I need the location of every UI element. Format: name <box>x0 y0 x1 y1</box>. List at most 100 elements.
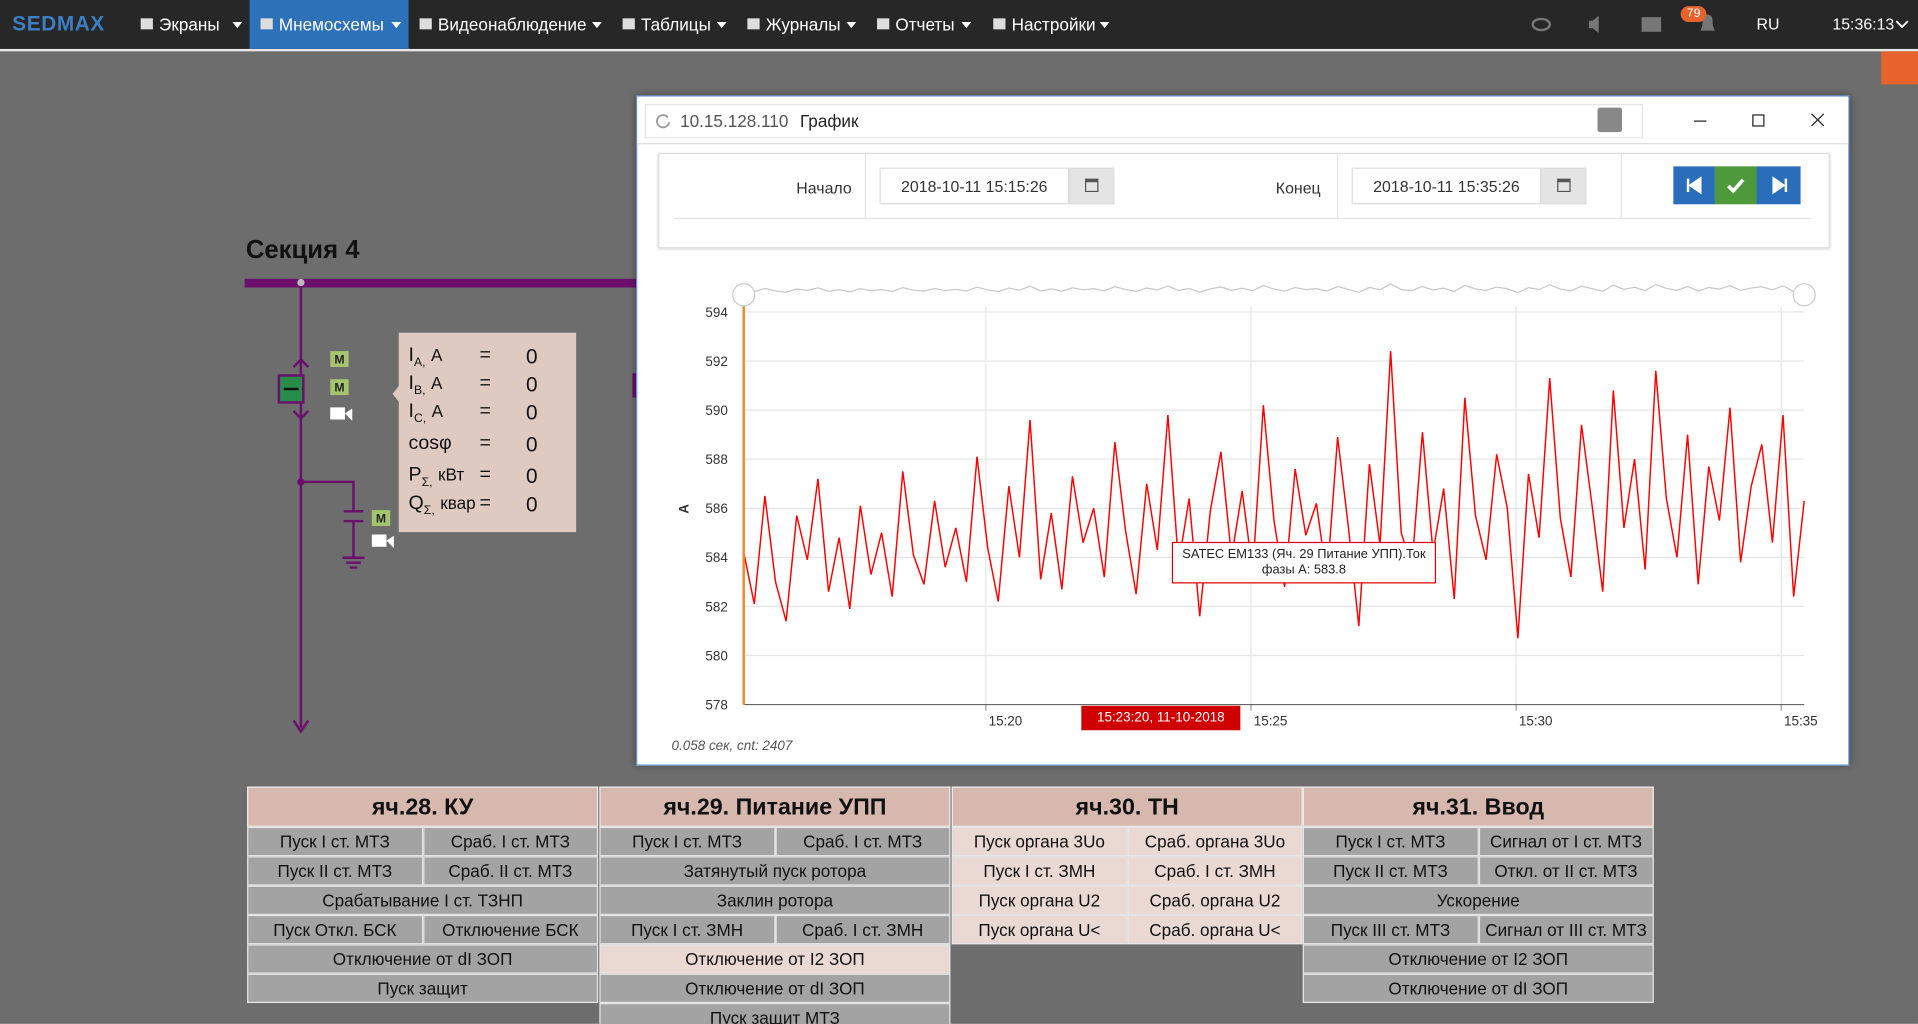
signal-cell: Пуск II ст. МТЗ <box>1303 856 1479 885</box>
signal-cell: Пуск I ст. ЗМН <box>599 915 775 944</box>
signal-cell: Сраб. органа U< <box>1127 915 1303 944</box>
table-row: Отключение от I2 ЗОП <box>599 944 950 973</box>
reading-subscript: C, <box>414 412 426 425</box>
table-row: Заклин ротора <box>599 886 950 915</box>
column-header: яч.29. Питание УПП <box>599 787 950 827</box>
reload-icon[interactable] <box>654 113 671 130</box>
reading-subscript: Σ, <box>422 476 433 489</box>
navigator-line <box>744 284 1805 293</box>
series-line <box>744 351 1805 638</box>
expand-button[interactable] <box>1881 51 1918 84</box>
menu-item[interactable]: Видеонаблюдение <box>409 0 610 49</box>
chart-window: 10.15.128.110 График Начало 2018-10-11 1… <box>636 95 1849 765</box>
reading-unit: квар <box>440 493 475 513</box>
column-header: яч.31. Ввод <box>1303 787 1654 827</box>
reading-eq: = <box>479 401 490 423</box>
language[interactable]: RU <box>1757 15 1780 33</box>
table-row: Пуск защит <box>247 974 598 1003</box>
menu-item[interactable]: Отчеты <box>866 0 979 49</box>
camera-icon[interactable] <box>372 535 394 548</box>
table-row: Пуск I ст. ЗМНСраб. I ст. ЗМН <box>599 915 950 944</box>
signal-cell: Пуск защит <box>247 974 598 1003</box>
y-tick-label: 582 <box>705 599 727 614</box>
signal-cell: Пуск I ст. ЗМН <box>952 856 1128 885</box>
signal-cell: Ускорение <box>1303 886 1654 915</box>
eye-icon[interactable] <box>1533 19 1550 30</box>
table-row: Отключение от dI ЗОП <box>247 944 598 973</box>
table-row: Срабатывание I ст. ТЗНП <box>247 886 598 915</box>
menu-item[interactable]: Экраны <box>130 0 250 49</box>
section-title: Секция 4 <box>246 236 360 264</box>
table-column: яч.29. Питание УПППуск I ст. МТЗСраб. I … <box>599 787 950 1024</box>
table-row: Отключение от I2 ЗОП <box>1303 944 1654 973</box>
readings-panel: IA, A=0IB, A=0IC, A=0cosφ=0PΣ, кВт=0QΣ, … <box>399 333 576 532</box>
camera-icon[interactable] <box>330 407 352 420</box>
address-bar: 10.15.128.110 График <box>645 104 1643 138</box>
reading: cosφ=0 <box>409 433 568 460</box>
table-row: Отключение от dI ЗОП <box>599 974 950 1003</box>
navigator-handle[interactable] <box>1793 284 1815 306</box>
reading: IA, A=0 <box>409 345 568 372</box>
signal-cell: Пуск III ст. МТЗ <box>1303 915 1479 944</box>
menu-item[interactable]: Настройки <box>982 0 1117 49</box>
table-row: Пуск защит МТЗ <box>599 1003 950 1024</box>
table-row: Пуск II ст. МТЗСраб. II ст. МТЗ <box>247 856 598 885</box>
signal-cell: Пуск органа U< <box>952 915 1128 944</box>
y-tick-label: 586 <box>705 501 727 516</box>
reading-label: cosφ <box>409 433 452 455</box>
reading-label: IA, A <box>409 345 443 370</box>
signal-cell: Сраб. I ст. ЗМН <box>775 915 951 944</box>
column-header: яч.28. КУ <box>247 787 598 827</box>
table-row: Пуск органа U<Сраб. органа U< <box>952 915 1303 944</box>
signal-cell: Затянутый пуск ротора <box>599 856 950 885</box>
signal-cell: Пуск органа U2 <box>952 886 1128 915</box>
reading-eq: = <box>479 345 490 367</box>
sound-icon[interactable] <box>1589 16 1599 33</box>
column-header: яч.30. ТН <box>952 787 1303 827</box>
notification-badge[interactable]: 79 <box>1681 6 1707 22</box>
table-row: Ускорение <box>1303 886 1654 915</box>
reading-eq: = <box>479 493 490 515</box>
y-tick-label: 592 <box>705 354 727 369</box>
reading-eq: = <box>479 433 490 455</box>
table-row: Пуск II ст. МТЗОткл. от II ст. МТЗ <box>1303 856 1654 885</box>
caret[interactable] <box>1896 21 1908 28</box>
menu-item[interactable]: Таблицы <box>612 0 734 49</box>
y-tick-label: 580 <box>705 648 727 663</box>
close[interactable] <box>1812 114 1824 126</box>
signal-cell: Сраб. органа U2 <box>1127 886 1303 915</box>
y-tick-label: 584 <box>705 550 728 565</box>
maximize[interactable] <box>1753 115 1764 126</box>
reading-eq: = <box>479 373 490 395</box>
x-tick-label: 15:35 <box>1784 713 1818 728</box>
signal-cell: Сигнал от III ст. МТЗ <box>1478 915 1654 944</box>
menu-item[interactable]: Мнемосхемы <box>250 0 409 49</box>
reading-label: PΣ, кВт <box>409 465 465 490</box>
reading-label: IC, A <box>409 401 444 426</box>
signal-cell: Сраб. I ст. ЗМН <box>1127 856 1303 885</box>
m-label: M <box>334 380 344 394</box>
table-row: Пуск I ст. МТЗСраб. I ст. МТЗ <box>599 827 950 856</box>
reading-eq: = <box>479 465 490 487</box>
globe-icon[interactable] <box>1598 108 1622 132</box>
x-tick-label: 15:25 <box>1254 713 1288 728</box>
reading-unit: A <box>431 373 442 393</box>
table-column: яч.30. ТНПуск органа 3UoСраб. органа 3Uo… <box>952 787 1303 945</box>
signal-cell: Сраб. органа 3Uo <box>1127 827 1303 856</box>
mail-icon[interactable] <box>1642 17 1662 32</box>
reading-symbol: P <box>409 465 422 486</box>
reading-value: 0 <box>526 465 538 489</box>
reading: PΣ, кВт = 0 <box>409 465 568 492</box>
reading-unit: кВт <box>438 465 464 485</box>
signal-cell: Отключение от dI ЗОП <box>599 974 950 1003</box>
window-title: График <box>800 111 859 131</box>
brand[interactable]: SEDMAX <box>12 12 105 36</box>
reading-symbol: Q <box>409 493 424 514</box>
menu-item[interactable]: Журналы <box>736 0 863 49</box>
reading-symbol: cosφ <box>409 433 452 454</box>
signal-cell: Сраб. I ст. МТЗ <box>775 827 951 856</box>
m-label: M <box>334 352 344 366</box>
navigator-handle[interactable] <box>733 284 755 306</box>
